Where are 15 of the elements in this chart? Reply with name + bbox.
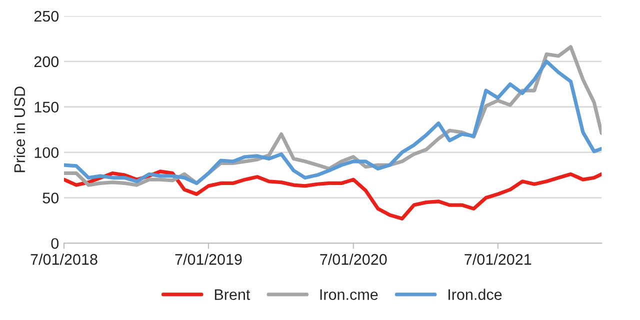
y-tick-label: 200: [34, 56, 59, 68]
x-tick-label: 7/01/2019: [175, 254, 242, 265]
y-axis-title: Price in USD: [14, 86, 26, 172]
x-tick-label: 7/01/2020: [320, 254, 387, 265]
x-tick-label: 7/01/2018: [30, 254, 98, 265]
x-tick-label: 7/01/2021: [464, 254, 532, 265]
y-tick-label: 0: [51, 238, 59, 249]
legend-label: Brent: [214, 289, 250, 300]
legend-label: Iron.dce: [448, 288, 502, 300]
y-tick-label: 100: [34, 147, 59, 158]
y-tick-label: 150: [34, 102, 59, 113]
y-tick-label: 250: [34, 10, 59, 22]
y-tick-label: 50: [42, 192, 59, 204]
line-series: [64, 170, 602, 220]
legend-label: Iron.cme: [320, 289, 378, 300]
